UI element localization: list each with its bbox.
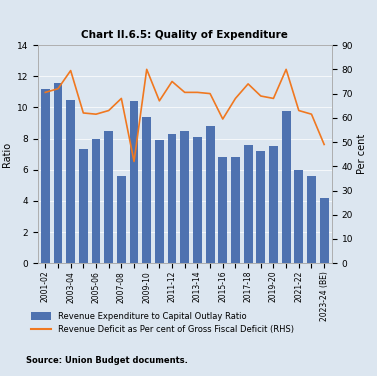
Bar: [282, 111, 291, 263]
Bar: [92, 139, 100, 263]
Bar: [117, 176, 126, 263]
Bar: [320, 198, 329, 263]
Bar: [41, 89, 50, 263]
Bar: [205, 126, 215, 263]
Text: Source: Union Budget documents.: Source: Union Budget documents.: [26, 356, 188, 365]
Y-axis label: Ratio: Ratio: [2, 142, 12, 167]
Bar: [231, 157, 240, 263]
Bar: [307, 176, 316, 263]
Bar: [244, 145, 253, 263]
Bar: [130, 101, 138, 263]
Bar: [294, 170, 303, 263]
Bar: [104, 131, 113, 263]
Legend: Revenue Expenditure to Capital Outlay Ratio, Revenue Deficit as Per cent of Gros: Revenue Expenditure to Capital Outlay Ra…: [31, 312, 294, 334]
Bar: [79, 150, 88, 263]
Bar: [269, 146, 278, 263]
Bar: [66, 100, 75, 263]
Bar: [142, 117, 151, 263]
Bar: [180, 131, 189, 263]
Bar: [54, 82, 63, 263]
Bar: [256, 151, 265, 263]
Bar: [168, 134, 176, 263]
Title: Chart II.6.5: Quality of Expenditure: Chart II.6.5: Quality of Expenditure: [81, 30, 288, 40]
Y-axis label: Per cent: Per cent: [357, 134, 367, 174]
Bar: [193, 137, 202, 263]
Bar: [218, 157, 227, 263]
Bar: [155, 140, 164, 263]
